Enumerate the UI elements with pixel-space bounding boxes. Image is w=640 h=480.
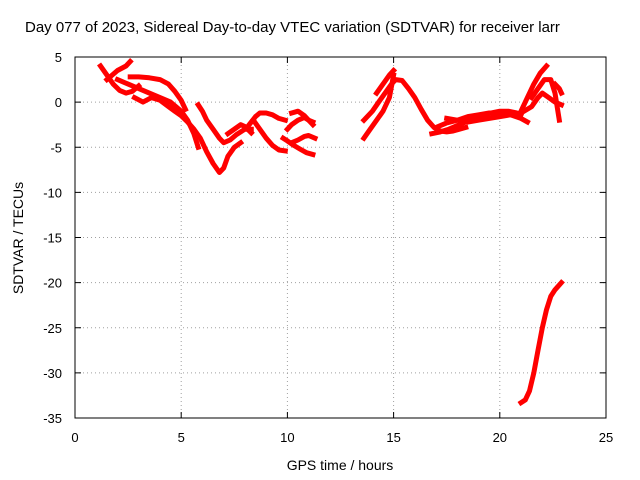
series-line-1 (97, 62, 143, 96)
series-line-14 (360, 72, 397, 142)
x-tick-label: 10 (280, 430, 294, 445)
y-tick-label: 5 (55, 50, 62, 65)
series-line-2 (103, 57, 134, 84)
series-line-9 (249, 116, 289, 154)
y-tick-label: 0 (55, 95, 62, 110)
y-tick-label: -5 (50, 140, 62, 155)
y-tick-label: -20 (43, 276, 62, 291)
series-line-7 (224, 122, 255, 138)
series-line-22 (551, 80, 565, 97)
series-line-8 (245, 110, 289, 129)
series-line-5 (131, 94, 245, 175)
x-tick-label: 20 (493, 430, 507, 445)
x-tick-label: 5 (178, 430, 185, 445)
y-tick-label: -15 (43, 231, 62, 246)
y-tick-labels: 5 0 -5 -10 -15 -20 -25 -30 -35 (43, 50, 62, 426)
series-line-23 (517, 279, 565, 407)
x-tick-labels: 0 5 10 15 20 25 (71, 430, 613, 445)
series-line-19 (443, 90, 565, 125)
tick-marks (74, 56, 607, 419)
x-tick-label: 15 (386, 430, 400, 445)
y-tick-label: -10 (43, 185, 62, 200)
chart-title: Day 077 of 2023, Sidereal Day-to-day VTE… (25, 19, 560, 36)
series-line-13 (288, 108, 317, 126)
x-axis-label: GPS time / hours (286, 457, 394, 473)
series-line-16 (373, 66, 398, 97)
x-tick-label: 0 (71, 430, 78, 445)
y-axis-label: SDTVAR / TECUs (10, 181, 26, 295)
y-tick-label: -25 (43, 321, 62, 336)
y-tick-label: -30 (43, 366, 62, 381)
series-line-20 (517, 62, 551, 115)
series-line-12 (288, 133, 319, 146)
series-line-10 (279, 134, 316, 158)
y-tick-label: -35 (43, 411, 62, 426)
series-line-21 (528, 77, 563, 124)
series-line-4 (127, 74, 189, 113)
series-group (97, 57, 565, 407)
x-tick-label: 25 (599, 430, 613, 445)
series-line-6 (194, 101, 254, 146)
